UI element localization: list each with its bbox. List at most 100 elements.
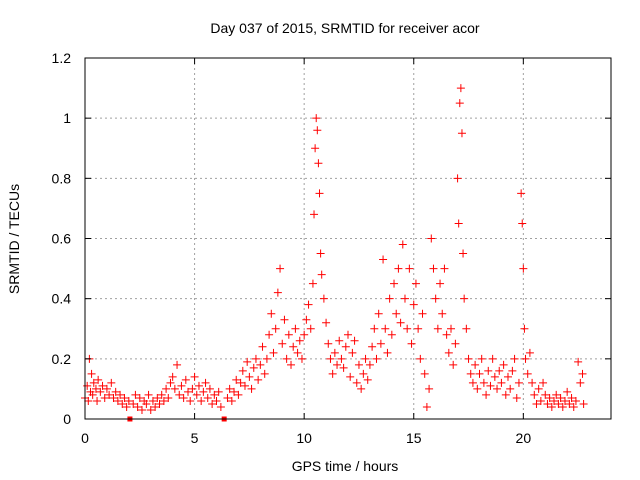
data-point (236, 378, 245, 387)
data-point (541, 390, 550, 399)
data-point (144, 390, 153, 399)
data-point (528, 378, 537, 387)
data-point (133, 402, 142, 411)
data-point (518, 219, 527, 228)
data-point (394, 264, 403, 273)
data-point (550, 396, 559, 405)
data-point (365, 360, 374, 369)
data-point (532, 399, 541, 408)
data-point (501, 390, 510, 399)
data-point (376, 339, 385, 348)
x-tick-label: 15 (406, 430, 422, 446)
data-point (436, 279, 445, 288)
y-tick-label: 0.8 (52, 170, 72, 186)
data-point (560, 396, 569, 405)
data-point (260, 369, 269, 378)
data-point (350, 336, 359, 345)
y-tick-label: 0.2 (52, 351, 72, 367)
grid (85, 58, 611, 419)
data-point (475, 369, 484, 378)
data-point (459, 249, 468, 258)
data-point (190, 372, 199, 381)
data-point (135, 393, 144, 402)
data-point (214, 387, 223, 396)
data-point (120, 393, 129, 402)
data-point (256, 360, 265, 369)
data-point (462, 324, 471, 333)
data-point (146, 405, 155, 414)
data-point (387, 330, 396, 339)
data-point (466, 369, 475, 378)
data-point (164, 393, 173, 402)
data-point (308, 279, 317, 288)
chart-title: Day 037 of 2015, SRMTID for receiver aco… (210, 20, 480, 36)
data-point (525, 348, 534, 357)
data-point (181, 375, 190, 384)
data-point (216, 402, 225, 411)
data-point (313, 126, 322, 135)
data-point (315, 189, 324, 198)
data-point (411, 279, 420, 288)
data-point (368, 342, 377, 351)
data-point (240, 381, 249, 390)
data-point (344, 330, 352, 339)
data-point (328, 369, 337, 378)
data-point (420, 369, 429, 378)
data-point (431, 294, 440, 303)
x-tick-label: 10 (296, 430, 312, 446)
data-point (400, 294, 409, 303)
data-point (495, 366, 504, 375)
y-tick-label: 1.2 (52, 50, 72, 66)
data-point (225, 384, 234, 393)
data-point (254, 375, 263, 384)
data-point (232, 375, 241, 384)
data-point (576, 378, 585, 387)
data-points (81, 84, 588, 414)
data-point (247, 384, 256, 393)
data-point (142, 399, 151, 408)
data-point (304, 300, 313, 309)
data-point (451, 339, 460, 348)
data-point (205, 384, 214, 393)
data-point (536, 396, 545, 405)
data-point (456, 84, 465, 93)
data-point (530, 390, 539, 399)
data-point (422, 402, 431, 411)
data-point (418, 309, 427, 318)
data-point (109, 393, 118, 402)
data-point (482, 390, 491, 399)
data-point (276, 264, 285, 273)
data-point (311, 144, 320, 153)
data-point (192, 390, 201, 399)
data-point (484, 366, 493, 375)
data-point (245, 372, 254, 381)
data-point (354, 360, 363, 369)
data-point (177, 381, 186, 390)
data-point (330, 348, 339, 357)
data-point (454, 219, 463, 228)
x-axis-label: GPS time / hours (292, 458, 399, 474)
data-point (162, 384, 171, 393)
data-point (293, 348, 302, 357)
data-point (326, 354, 335, 363)
data-point (249, 363, 258, 372)
data-point (173, 360, 182, 369)
data-point (447, 324, 456, 333)
data-point (166, 378, 175, 387)
data-point (175, 390, 184, 399)
data-point (438, 309, 447, 318)
data-point (565, 399, 574, 408)
data-point (273, 288, 282, 297)
data-point (316, 249, 325, 258)
data-point (179, 393, 188, 402)
data-point (289, 342, 298, 351)
data-point (357, 384, 366, 393)
plot-frame (84, 57, 612, 420)
data-point (363, 375, 372, 384)
data-point (243, 357, 252, 366)
data-point (442, 330, 451, 339)
data-point (265, 330, 274, 339)
data-point (94, 375, 103, 384)
data-point (361, 354, 370, 363)
data-point (444, 348, 453, 357)
